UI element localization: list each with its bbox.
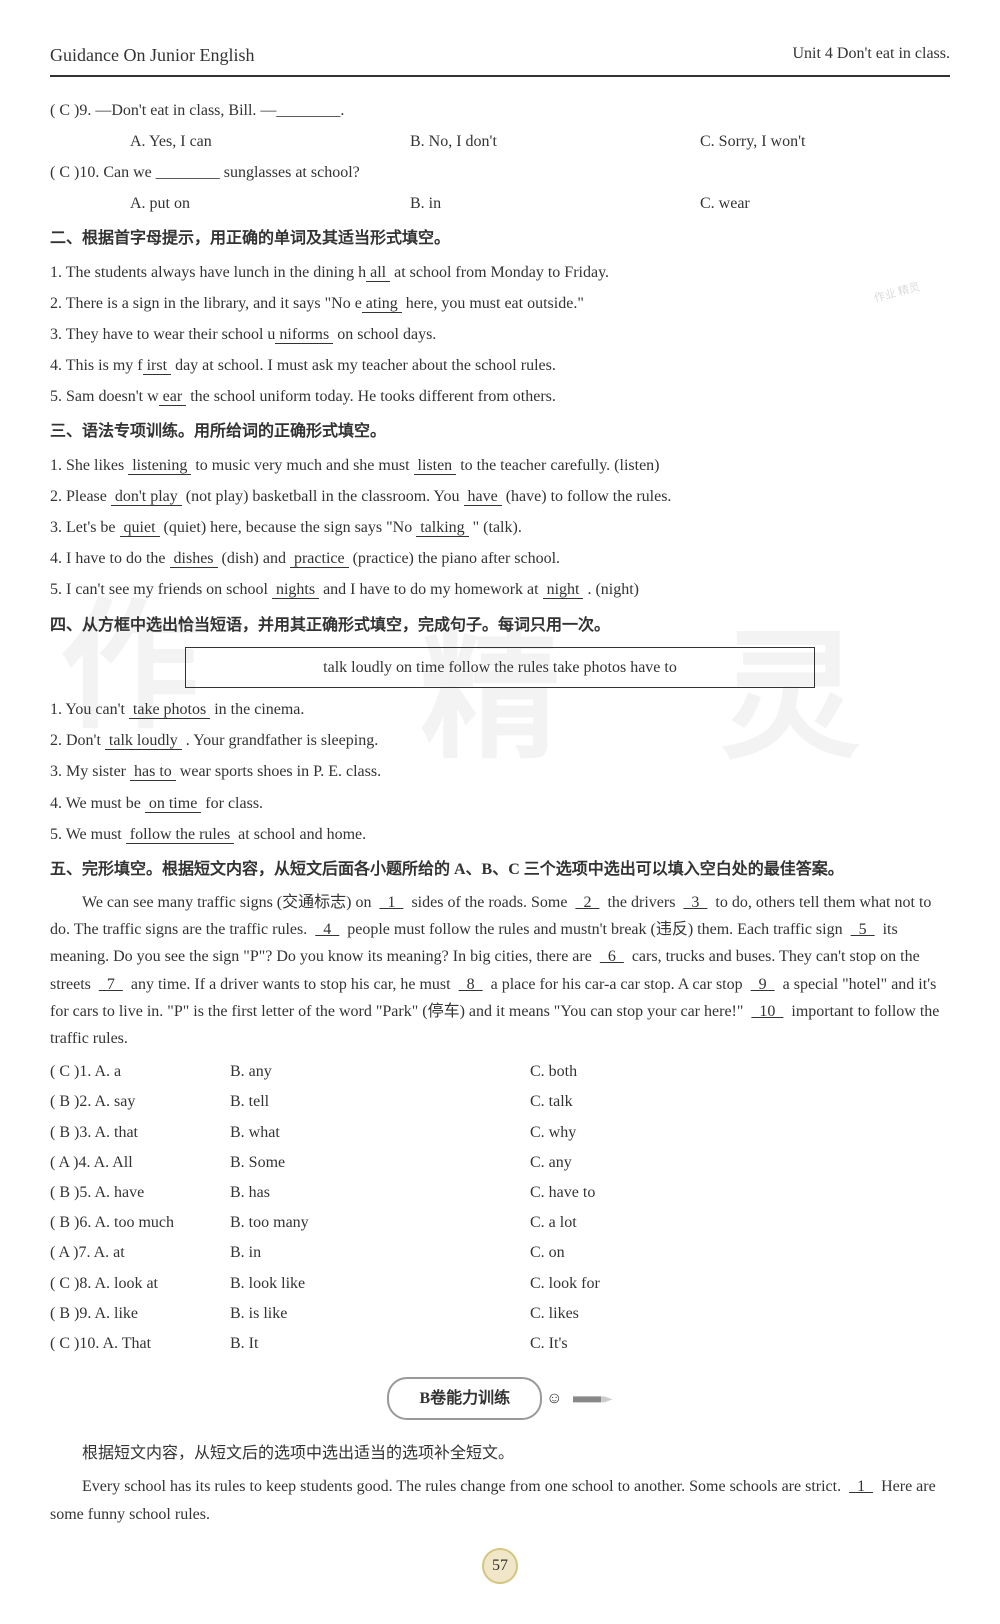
sec3-l2: 2. Please don't play (not play) basketba… <box>50 483 950 510</box>
sec3-l5: 5. I can't see my friends on school nigh… <box>50 576 950 603</box>
header-right: Unit 4 Don't eat in class. <box>792 40 950 71</box>
passage-1: We can see many traffic signs (交通标志) on … <box>50 889 950 1052</box>
q9-stem: ( C )9. —Don't eat in class, Bill. —____… <box>50 97 950 124</box>
q9-options: A. Yes, I can B. No, I don't C. Sorry, I… <box>50 128 950 155</box>
q10-stem: ( C )10. Can we ________ sunglasses at s… <box>50 159 950 186</box>
page-number: 57 <box>50 1548 950 1584</box>
q10-a: A. put on <box>130 190 410 217</box>
cloze-row: ( C )8. A. look atB. look likeC. look fo… <box>50 1270 950 1297</box>
page-header: Guidance On Junior English Unit 4 Don't … <box>50 40 950 77</box>
sec2-l2: 2. There is a sign in the library, and i… <box>50 290 950 317</box>
section-3-heading: 三、语法专项训练。用所给词的正确形式填空。 <box>50 418 950 445</box>
q9-b: B. No, I don't <box>410 128 700 155</box>
sec4-l4: 4. We must be on time for class. <box>50 790 950 817</box>
cloze-row: ( A )7. A. atB. inC. on <box>50 1239 950 1266</box>
section-6-heading: 根据短文内容，从短文后的选项中选出适当的选项补全短文。 <box>50 1440 950 1467</box>
q9-c: C. Sorry, I won't <box>700 128 950 155</box>
q9-a: A. Yes, I can <box>130 128 410 155</box>
cloze-row: ( B )2. A. sayB. tellC. talk <box>50 1088 950 1115</box>
q10-options: A. put on B. in C. wear <box>50 190 950 217</box>
cloze-options-list: ( C )1. A. aB. anyC. both ( B )2. A. sayB… <box>50 1058 950 1357</box>
cloze-row: ( A )4. A. AllB. SomeC. any <box>50 1149 950 1176</box>
cloze-row: ( B )9. A. likeB. is likeC. likes <box>50 1300 950 1327</box>
sec3-l4: 4. I have to do the dishes (dish) and pr… <box>50 545 950 572</box>
q10-c: C. wear <box>700 190 950 217</box>
sec4-l5: 5. We must follow the rules at school an… <box>50 821 950 848</box>
section-5-heading: 五、完形填空。根据短文内容，从短文后面各小题所给的 A、B、C 三个选项中选出可… <box>50 856 950 883</box>
q10-b: B. in <box>410 190 700 217</box>
badge-label: B卷能力训练 <box>387 1377 542 1420</box>
sec4-l3: 3. My sister has to wear sports shoes in… <box>50 758 950 785</box>
cloze-row: ( C )10. A. ThatB. ItC. It's <box>50 1330 950 1357</box>
sec4-l2: 2. Don't talk loudly . Your grandfather … <box>50 727 950 754</box>
pencil-icon <box>573 1393 613 1405</box>
cloze-row: ( C )1. A. aB. anyC. both <box>50 1058 950 1085</box>
section-2-heading: 二、根据首字母提示，用正确的单词及其适当形式填空。 <box>50 225 950 252</box>
header-left: Guidance On Junior English <box>50 40 254 71</box>
section-b-badge: B卷能力训练 ☺ <box>50 1377 950 1420</box>
sec2-l4: 4. This is my first day at school. I mus… <box>50 352 950 379</box>
cloze-row: ( B )3. A. thatB. whatC. why <box>50 1119 950 1146</box>
sec2-l1: 1. The students always have lunch in the… <box>50 259 950 286</box>
word-box: talk loudly on time follow the rules tak… <box>185 647 815 688</box>
smiley-icon: ☺ <box>546 1390 562 1407</box>
sec4-l1: 1. You can't take photos in the cinema. <box>50 696 950 723</box>
passage-2: Every school has its rules to keep stude… <box>50 1473 950 1527</box>
cloze-row: ( B )6. A. too muchB. too manyC. a lot <box>50 1209 950 1236</box>
section-4-heading: 四、从方框中选出恰当短语，并用其正确形式填空，完成句子。每词只用一次。 <box>50 612 950 639</box>
sec3-l1: 1. She likes listening to music very muc… <box>50 452 950 479</box>
sec2-l3: 3. They have to wear their school unifor… <box>50 321 950 348</box>
sec2-l5: 5. Sam doesn't wear the school uniform t… <box>50 383 950 410</box>
sec3-l3: 3. Let's be quiet (quiet) here, because … <box>50 514 950 541</box>
cloze-row: ( B )5. A. haveB. hasC. have to <box>50 1179 950 1206</box>
